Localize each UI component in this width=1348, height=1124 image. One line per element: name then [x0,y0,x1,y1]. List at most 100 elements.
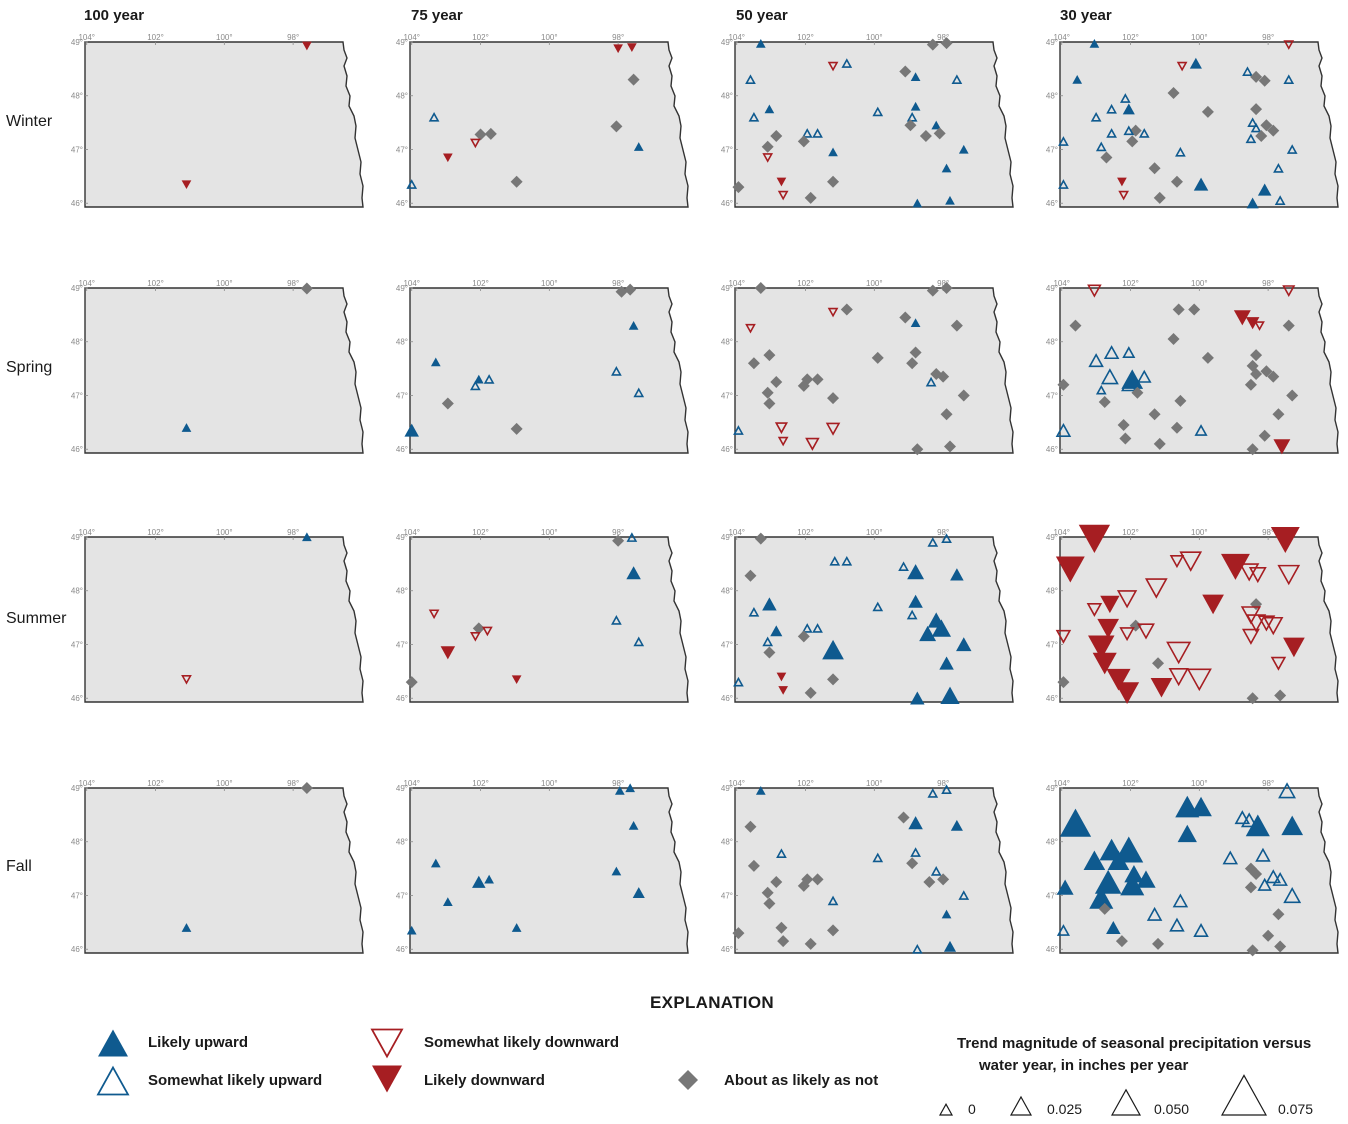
station-fall-30yr-neutral-diamond [1244,881,1257,894]
lat-tick-label-fall-30yr: 49° [1046,784,1058,793]
station-winter-30yr-somewhat-down-marker [1176,61,1188,72]
station-summer-30yr-likely-down-marker [1055,556,1085,583]
station-summer-30yr-somewhat-down-marker [1119,627,1135,642]
lat-tick-label-summer-100yr: 46° [71,694,83,703]
station-spring-30yr-neutral-diamond [1286,389,1299,402]
station-winter-30yr-somewhat-down-marker [1118,190,1129,201]
station-winter-50yr-likely-up-marker [945,195,955,205]
lon-tick-label-winter-75yr: 100° [541,33,558,42]
station-summer-50yr-somewhat-up-marker [906,609,918,620]
station-summer-30yr-somewhat-down-marker [1169,555,1185,569]
lon-tick-label-winter-30yr: 102° [1122,33,1139,42]
station-fall-75yr-likely-up-marker [430,858,441,868]
legend-somewhat-down-label: Somewhat likely downward [424,1034,619,1051]
station-winter-30yr-neutral-diamond [1267,124,1280,137]
lat-tick-label-fall-100yr: 48° [71,838,83,847]
station-winter-75yr-likely-down-marker [442,153,453,163]
station-winter-50yr-neutral-diamond [933,127,946,140]
station-summer-50yr-likely-up-marker [762,597,777,611]
nd-outline-summer-50yr [734,536,1014,703]
station-winter-50yr-somewhat-up-marker [841,58,853,68]
map-panel-winter-50yr: 104° 102° 100° 98° 49° 48° 47° 46° [721,33,1014,208]
lon-tick-label-winter-75yr: 104° [403,33,420,42]
station-summer-30yr-neutral-diamond [1057,676,1070,689]
station-winter-50yr-somewhat-up-marker [801,128,813,138]
station-spring-30yr-neutral-diamond [1069,319,1082,332]
station-winter-30yr-likely-up-marker [1189,57,1202,69]
station-winter-50yr-neutral-diamond [770,130,783,143]
size-legend-title-line1: Trend magnitude of seasonal precipitatio… [957,1035,1311,1052]
lat-tick-label-spring-75yr: 46° [396,445,408,454]
lat-tick-label-fall-30yr: 48° [1046,838,1058,847]
station-summer-50yr-likely-up-marker [956,637,972,652]
station-spring-50yr-neutral-diamond [944,440,956,453]
lat-tick-label-fall-50yr: 46° [721,945,733,954]
station-summer-30yr-likely-down-marker [1088,635,1115,660]
station-fall-75yr-likely-up-marker [472,875,486,888]
lat-tick-label-summer-50yr: 48° [721,587,733,596]
station-summer-75yr-neutral-diamond [405,676,418,689]
lon-tick-label-winter-100yr: 102° [147,33,164,42]
station-winter-50yr-somewhat-up-marker [748,111,760,122]
map-panel-winter-100yr: 104° 102° 100° 98° 49° 48° 47° 46° [71,33,364,208]
explanation-title: EXPLANATION [650,993,774,1012]
station-winter-50yr-somewhat-up-marker [745,74,756,85]
station-winter-30yr-likely-up-marker [1072,74,1083,84]
lon-tick-label-spring-30yr: 102° [1122,279,1139,288]
station-spring-30yr-likely-up-marker [1121,369,1144,389]
station-winter-50yr-neutral-diamond [899,65,912,78]
size-legend-title-line2: water year, in inches per year [978,1057,1188,1074]
lon-tick-label-spring-75yr: 98° [612,279,624,288]
station-summer-75yr-neutral-diamond [472,622,485,635]
station-fall-50yr-likely-up-marker [950,819,963,831]
station-winter-50yr-somewhat-down-marker [827,61,839,72]
station-fall-50yr-neutral-diamond [797,879,810,892]
lat-tick-label-fall-30yr: 46° [1046,945,1058,954]
station-winter-30yr-somewhat-up-marker [1250,122,1262,133]
station-fall-30yr-somewhat-up-marker [1193,923,1209,937]
station-summer-50yr-likely-up-marker [940,686,960,704]
lat-tick-label-fall-50yr: 47° [721,891,733,900]
station-winter-75yr-likely-down-marker [627,43,637,53]
station-winter-30yr-somewhat-up-marker [1090,111,1102,122]
station-winter-30yr-somewhat-up-marker [1286,144,1298,154]
station-summer-50yr-neutral-diamond [744,569,757,582]
station-spring-30yr-neutral-diamond [1267,370,1280,383]
station-summer-50yr-likely-up-marker [910,691,925,705]
station-fall-30yr-likely-up-marker [1281,815,1304,836]
station-winter-30yr-neutral-diamond [1260,119,1273,132]
station-fall-30yr-neutral-diamond [1098,902,1111,915]
station-spring-30yr-neutral-diamond [1250,349,1263,362]
lon-tick-label-summer-75yr: 100° [541,528,558,537]
station-summer-30yr-somewhat-down-marker [1239,563,1260,582]
station-spring-30yr-neutral-diamond [1098,395,1111,408]
map-panel-summer-100yr: 104° 102° 100° 98° 49° 48° 47° 46° [71,528,364,703]
lat-tick-label-winter-50yr: 48° [721,92,733,101]
station-winter-30yr-likely-up-marker [1122,103,1135,115]
lon-tick-label-spring-75yr: 102° [472,279,489,288]
station-winter-30yr-somewhat-up-marker [1095,141,1107,152]
station-winter-50yr-somewhat-up-marker [906,111,918,122]
lat-tick-label-spring-30yr: 47° [1046,391,1058,400]
station-fall-75yr-likely-up-marker [442,897,453,907]
lon-tick-label-summer-30yr: 98° [1262,528,1274,537]
lon-tick-label-spring-50yr: 100° [866,279,883,288]
station-spring-30yr-neutral-diamond [1272,408,1285,421]
period-header-30: 30 year [1060,7,1112,24]
lon-tick-label-fall-100yr: 104° [78,779,95,788]
nd-outline-spring-100yr [84,287,364,454]
nd-outline-fall-75yr [409,787,689,954]
station-summer-30yr-neutral-diamond [1274,689,1287,702]
lon-tick-label-summer-50yr: 98° [937,528,949,537]
legend-likely-down-symbol [372,1065,402,1093]
period-header-50: 50 year [736,7,788,24]
station-winter-30yr-likely-up-marker [1257,183,1272,196]
station-fall-75yr-likely-up-marker [628,820,639,830]
size-legend-label-0050: 0.050 [1154,1101,1189,1117]
lat-tick-label-spring-50yr: 46° [721,445,733,454]
legend-likely-up-label: Likely upward [148,1034,248,1051]
lon-tick-label-summer-75yr: 98° [612,528,624,537]
station-fall-50yr-likely-up-marker [908,816,923,830]
station-spring-30yr-somewhat-up-marker [1121,377,1137,392]
lon-tick-label-winter-30yr: 104° [1053,33,1070,42]
